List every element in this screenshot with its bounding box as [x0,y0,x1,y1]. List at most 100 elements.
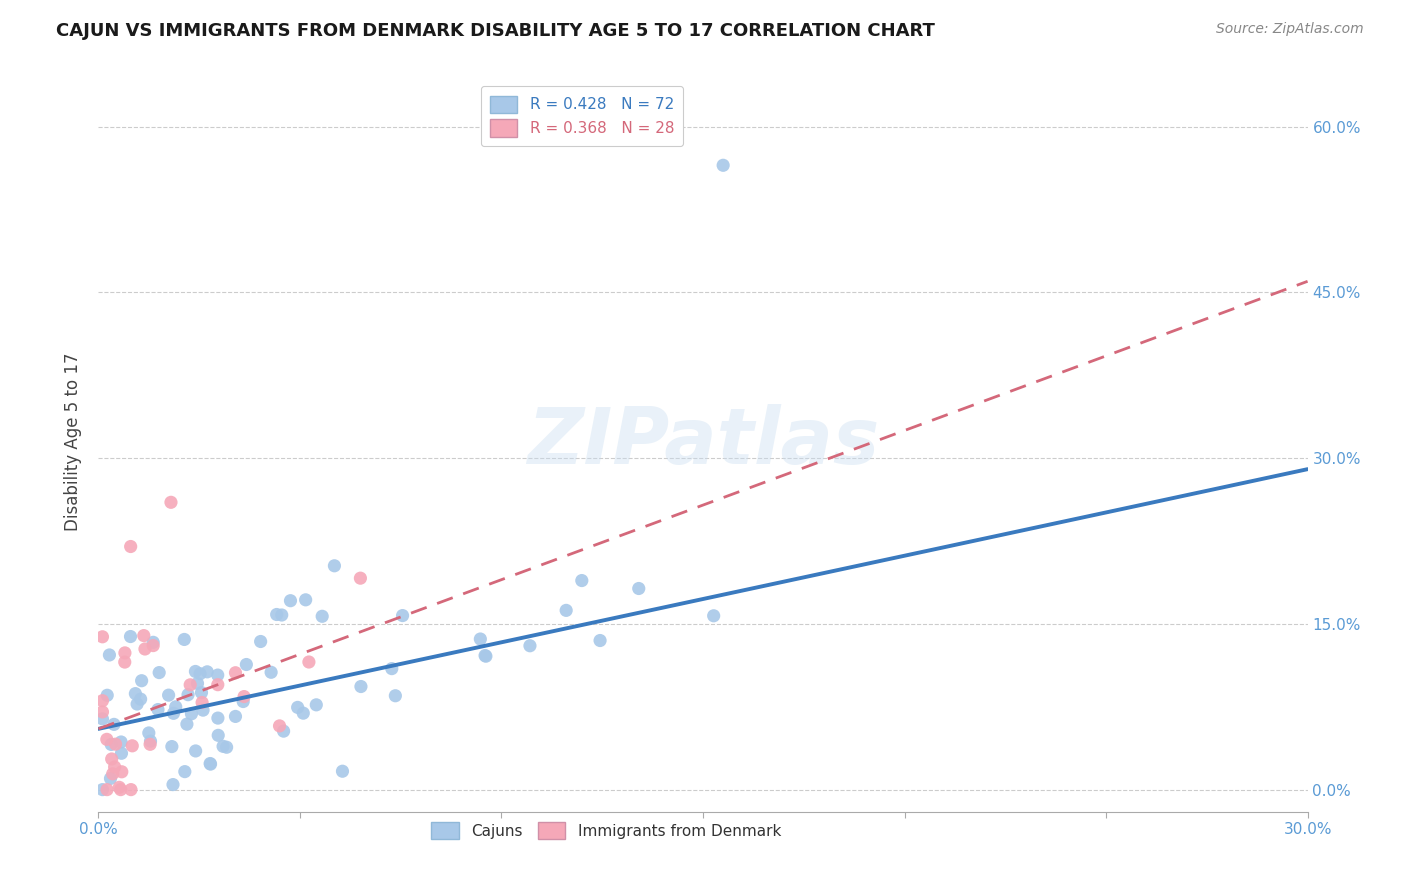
Immigrants from Denmark [120,540,142,554]
Cajuns [91,782,114,797]
Immigrants from Denmark [298,655,321,669]
Immigrants from Denmark [91,694,114,708]
Immigrants from Denmark [142,639,165,653]
Cajuns [186,676,208,690]
Cajuns [200,757,222,772]
Cajuns [124,687,146,701]
Cajuns [311,609,333,624]
Cajuns [323,558,346,573]
Cajuns [177,688,200,702]
Cajuns [173,764,195,779]
Immigrants from Denmark [120,782,142,797]
Cajuns [148,665,170,680]
Cajuns [162,706,184,721]
Immigrants from Denmark [108,780,131,795]
Cajuns [266,607,288,622]
Cajuns [100,772,122,786]
Cajuns [207,711,229,725]
Immigrants from Denmark [91,705,114,719]
Cajuns [292,706,315,721]
Y-axis label: Disability Age 5 to 17: Disability Age 5 to 17 [65,352,83,531]
Immigrants from Denmark [114,655,136,669]
Immigrants from Denmark [96,782,118,797]
Immigrants from Denmark [269,719,291,733]
Cajuns [711,158,734,172]
Cajuns [280,593,302,607]
Cajuns [127,697,149,711]
Cajuns [273,724,295,739]
Cajuns [173,632,195,647]
Cajuns [160,739,183,754]
Cajuns [188,666,211,681]
Cajuns [571,574,593,588]
Immigrants from Denmark [207,678,229,692]
Immigrants from Denmark [191,696,214,710]
Immigrants from Denmark [121,739,143,753]
Immigrants from Denmark [349,571,371,585]
Immigrants from Denmark [160,495,183,509]
Cajuns [162,778,184,792]
Cajuns [184,665,207,679]
Cajuns [305,698,328,712]
Cajuns [98,648,121,662]
Cajuns [294,592,316,607]
Cajuns [131,673,153,688]
Cajuns [120,630,142,644]
Cajuns [180,706,202,721]
Cajuns [215,740,238,755]
Cajuns [146,702,169,716]
Cajuns [703,608,725,623]
Immigrants from Denmark [111,764,134,779]
Text: ZIPatlas: ZIPatlas [527,403,879,480]
Cajuns [384,689,406,703]
Cajuns [332,764,354,779]
Cajuns [138,726,160,740]
Cajuns [142,635,165,649]
Cajuns [470,632,492,646]
Cajuns [224,709,246,723]
Immigrants from Denmark [91,630,114,644]
Cajuns [391,608,413,623]
Cajuns [519,639,541,653]
Cajuns [555,603,578,617]
Cajuns [165,699,187,714]
Cajuns [190,685,212,699]
Immigrants from Denmark [96,732,118,747]
Immigrants from Denmark [179,678,201,692]
Cajuns [207,728,229,742]
Legend: Cajuns, Immigrants from Denmark: Cajuns, Immigrants from Denmark [422,813,790,848]
Cajuns [207,668,229,682]
Cajuns [249,634,271,648]
Cajuns [627,582,650,596]
Immigrants from Denmark [134,642,156,657]
Cajuns [474,648,496,663]
Cajuns [157,688,180,702]
Cajuns [176,717,198,731]
Immigrants from Denmark [101,767,124,781]
Cajuns [129,692,152,706]
Cajuns [475,649,498,664]
Immigrants from Denmark [104,737,127,751]
Cajuns [287,700,309,714]
Cajuns [235,657,257,672]
Cajuns [232,694,254,708]
Immigrants from Denmark [132,629,155,643]
Text: CAJUN VS IMMIGRANTS FROM DENMARK DISABILITY AGE 5 TO 17 CORRELATION CHART: CAJUN VS IMMIGRANTS FROM DENMARK DISABIL… [56,22,935,40]
Cajuns [191,703,214,717]
Cajuns [195,665,218,679]
Cajuns [103,717,125,731]
Cajuns [96,688,118,702]
Text: Source: ZipAtlas.com: Source: ZipAtlas.com [1216,22,1364,37]
Immigrants from Denmark [100,752,122,766]
Cajuns [110,735,132,749]
Cajuns [589,633,612,648]
Cajuns [212,739,235,754]
Cajuns [184,744,207,758]
Cajuns [100,738,122,752]
Immigrants from Denmark [104,760,127,774]
Cajuns [139,734,162,748]
Immigrants from Denmark [224,665,246,680]
Cajuns [91,712,114,726]
Immigrants from Denmark [114,646,136,660]
Cajuns [260,665,283,680]
